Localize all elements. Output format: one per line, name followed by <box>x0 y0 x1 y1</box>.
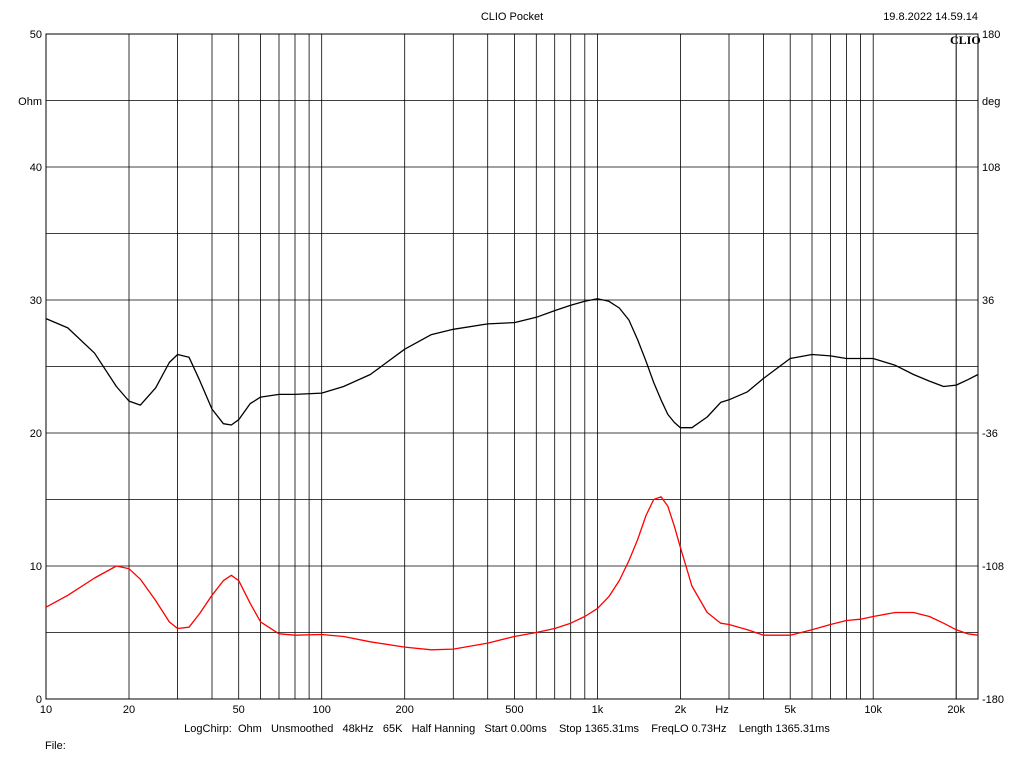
x-tick-label: 10k <box>864 704 882 716</box>
x-tick-label: 20k <box>947 704 965 716</box>
x-tick-label: 2k <box>675 704 687 716</box>
series-layer <box>45 298 979 651</box>
file-label: File: <box>45 740 66 752</box>
y2-tick-label: 180 <box>982 29 1000 41</box>
y2-tick-label: 108 <box>982 162 1000 174</box>
x-tick-label: 200 <box>396 704 414 716</box>
y2-tick-label: -36 <box>982 428 998 440</box>
clio-logo: CLIO <box>950 33 981 47</box>
x-tick-label: 500 <box>505 704 523 716</box>
x-tick-label: 50 <box>233 704 245 716</box>
black-curve-line <box>45 298 979 429</box>
grid <box>46 34 978 699</box>
plot-frame <box>45 33 979 700</box>
y-tick-label: 30 <box>30 295 42 307</box>
timestamp: 19.8.2022 14.59.14 <box>883 11 978 23</box>
x-tick-label: 20 <box>123 704 135 716</box>
x-tick-label: 1k <box>592 704 604 716</box>
y2-axis-unit-label: deg <box>982 96 1000 108</box>
x-tick-label: 10 <box>40 704 52 716</box>
y-tick-label: 40 <box>30 162 42 174</box>
red-curve-line <box>45 496 979 651</box>
y2-tick-label: -108 <box>982 561 1004 573</box>
y-tick-label: 0 <box>36 694 42 706</box>
y-axis-unit-label: Ohm <box>18 96 42 108</box>
y2-tick-label: 36 <box>982 295 994 307</box>
measurement-info: LogChirp: Ohm Unsmoothed 48kHz 65K Half … <box>184 723 830 735</box>
y-tick-label: 50 <box>30 29 42 41</box>
y-tick-label: 10 <box>30 561 42 573</box>
x-tick-label: 100 <box>313 704 331 716</box>
x-axis-unit-label: Hz <box>715 704 728 716</box>
x-tick-label: 5k <box>784 704 796 716</box>
chart-title: CLIO Pocket <box>481 11 543 23</box>
y2-tick-label: -180 <box>982 694 1004 706</box>
tick-labels: 10 20 50 100 200 500 1k 2k 5k 10k 20k01020304050-1… <box>30 29 1004 716</box>
y-tick-label: 20 <box>30 428 42 440</box>
